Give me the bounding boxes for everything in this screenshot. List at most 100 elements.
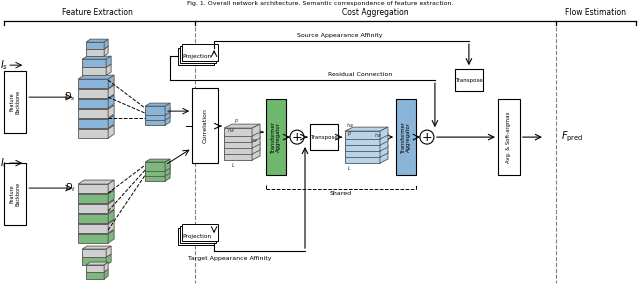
Text: Transpose: Transpose xyxy=(310,134,338,139)
Polygon shape xyxy=(78,194,108,203)
Polygon shape xyxy=(78,214,108,223)
Polygon shape xyxy=(78,180,114,184)
Polygon shape xyxy=(165,108,170,120)
Polygon shape xyxy=(345,137,380,145)
Polygon shape xyxy=(82,67,106,75)
Polygon shape xyxy=(78,125,114,129)
Polygon shape xyxy=(345,131,380,139)
Bar xyxy=(455,69,483,91)
Text: Correlation: Correlation xyxy=(203,108,207,143)
Text: $I_s$: $I_s$ xyxy=(0,58,8,72)
Polygon shape xyxy=(165,113,170,125)
Polygon shape xyxy=(145,103,170,106)
Bar xyxy=(310,124,338,150)
Polygon shape xyxy=(345,155,380,163)
Polygon shape xyxy=(145,159,170,162)
Polygon shape xyxy=(108,125,114,138)
Text: $D_s$: $D_s$ xyxy=(65,91,76,103)
Text: Transformer
Aggregator: Transformer Aggregator xyxy=(401,121,412,153)
Bar xyxy=(192,88,218,163)
Text: Source Appearance Affinity: Source Appearance Affinity xyxy=(297,33,383,38)
Text: hw: hw xyxy=(374,133,381,138)
Text: Residual Connection: Residual Connection xyxy=(328,72,392,77)
Polygon shape xyxy=(104,46,108,56)
Polygon shape xyxy=(78,220,114,224)
Polygon shape xyxy=(78,85,114,89)
Text: Projection: Projection xyxy=(182,54,212,59)
Polygon shape xyxy=(78,75,114,79)
Polygon shape xyxy=(82,249,106,257)
Polygon shape xyxy=(78,224,108,233)
Text: $D_t$: $D_t$ xyxy=(65,182,76,194)
Bar xyxy=(178,48,214,65)
Polygon shape xyxy=(224,148,260,152)
Polygon shape xyxy=(78,200,114,204)
Polygon shape xyxy=(252,136,260,148)
Polygon shape xyxy=(380,151,388,163)
Polygon shape xyxy=(108,190,114,203)
Polygon shape xyxy=(145,164,170,167)
Text: p: p xyxy=(348,131,351,136)
Bar xyxy=(498,99,520,175)
Polygon shape xyxy=(104,262,108,272)
Polygon shape xyxy=(106,254,111,265)
Polygon shape xyxy=(82,56,111,59)
Text: Feature
Backbone: Feature Backbone xyxy=(10,90,20,114)
Polygon shape xyxy=(108,95,114,108)
Text: Transformer
Aggregator: Transformer Aggregator xyxy=(271,121,282,153)
Polygon shape xyxy=(145,172,165,181)
Polygon shape xyxy=(82,246,111,249)
Text: Fig. 1. Overall network architecture. Semantic correspondence of feature extract: Fig. 1. Overall network architecture. Se… xyxy=(187,1,453,6)
Text: L: L xyxy=(348,166,350,171)
Polygon shape xyxy=(108,230,114,243)
Bar xyxy=(266,99,286,175)
Polygon shape xyxy=(106,64,111,75)
Circle shape xyxy=(420,130,434,144)
Polygon shape xyxy=(108,105,114,118)
Polygon shape xyxy=(380,133,388,145)
Polygon shape xyxy=(165,103,170,115)
Polygon shape xyxy=(108,85,114,98)
Polygon shape xyxy=(224,140,252,148)
Polygon shape xyxy=(78,109,108,118)
Polygon shape xyxy=(145,169,170,172)
Polygon shape xyxy=(345,127,388,131)
Bar xyxy=(396,99,416,175)
Polygon shape xyxy=(86,272,104,279)
Bar xyxy=(180,46,216,63)
Polygon shape xyxy=(82,257,106,265)
Polygon shape xyxy=(78,79,108,88)
Polygon shape xyxy=(224,124,260,128)
Polygon shape xyxy=(224,136,260,140)
Polygon shape xyxy=(380,145,388,157)
Polygon shape xyxy=(345,133,388,137)
Polygon shape xyxy=(224,130,260,134)
Polygon shape xyxy=(224,152,252,160)
Polygon shape xyxy=(345,149,380,157)
Polygon shape xyxy=(82,59,106,67)
Polygon shape xyxy=(78,230,114,234)
Polygon shape xyxy=(86,39,108,42)
Polygon shape xyxy=(86,46,108,49)
Text: Feature
Backbone: Feature Backbone xyxy=(10,182,20,206)
Polygon shape xyxy=(252,130,260,142)
Polygon shape xyxy=(145,106,165,115)
Polygon shape xyxy=(145,113,170,116)
Text: +: + xyxy=(422,131,432,144)
Polygon shape xyxy=(165,159,170,171)
Polygon shape xyxy=(86,265,104,272)
Polygon shape xyxy=(345,139,388,143)
Polygon shape xyxy=(345,151,388,155)
Polygon shape xyxy=(86,269,108,272)
Text: L: L xyxy=(232,163,234,168)
Text: $p$: $p$ xyxy=(234,117,239,125)
Polygon shape xyxy=(345,143,380,151)
Text: Projection: Projection xyxy=(182,234,212,239)
Bar xyxy=(4,163,26,225)
Text: $F_{\rm pred}$: $F_{\rm pred}$ xyxy=(561,130,583,144)
Text: +: + xyxy=(292,131,302,144)
Polygon shape xyxy=(145,167,165,176)
Bar xyxy=(178,228,214,245)
Polygon shape xyxy=(104,269,108,279)
Text: Shared: Shared xyxy=(330,190,352,195)
